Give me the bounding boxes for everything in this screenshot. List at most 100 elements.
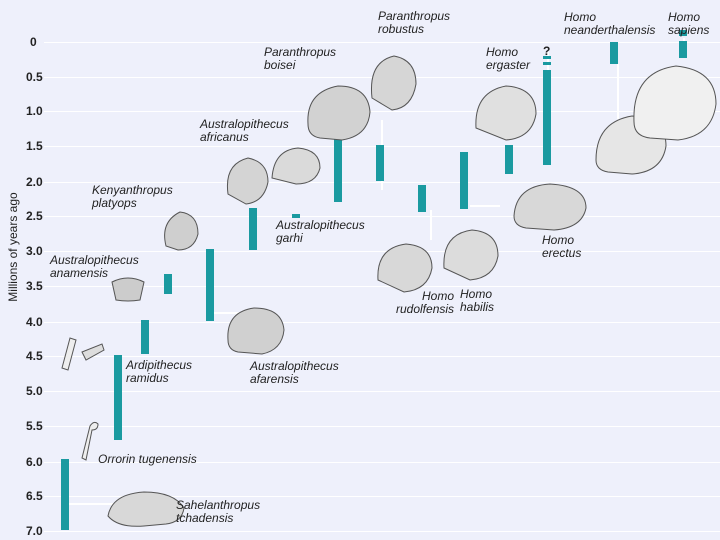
y-tick-label: 1.0 (26, 104, 43, 118)
range-bar-erectus (543, 70, 551, 165)
afarensis-skull-icon (227, 307, 285, 355)
species-name-line: sapiens (668, 23, 710, 37)
species-name-line: Homo (564, 10, 597, 24)
kenyanthropus-skull-icon (164, 211, 199, 251)
species-name-line: africanus (200, 130, 249, 144)
range-bar-habilis (460, 152, 468, 209)
connector-line (617, 64, 619, 119)
species-name-line: robustus (378, 22, 425, 36)
y-tick-label: 2.5 (26, 209, 43, 223)
grid-line (44, 426, 720, 427)
species-name-line: Australopithecus (200, 117, 289, 131)
range-bar-kenyanthropus (164, 274, 172, 294)
grid-line (44, 286, 720, 287)
ardipithecus-bones-icon (61, 337, 105, 371)
grid-line (44, 216, 720, 217)
range-bar-erectus-dash (543, 56, 551, 59)
species-name-line: platyops (92, 196, 137, 210)
y-tick-label: 5.5 (26, 419, 43, 433)
species-name-line: erectus (542, 246, 582, 260)
species-name-line: afarensis (250, 372, 299, 386)
rudolfensis-skull-icon (377, 243, 433, 293)
robustus-skull-icon (370, 55, 417, 111)
range-bar-boisei (334, 131, 342, 202)
label-australopithecus-garhi: Australopithecus garhi (276, 219, 365, 245)
label-sahelanthropus-tchadensis: Sahelanthropus tchadensis (176, 499, 260, 525)
species-name-line: habilis (460, 300, 495, 314)
grid-line (44, 42, 720, 43)
range-bar-sapiens (679, 41, 687, 58)
habilis-skull-icon (443, 229, 499, 281)
grid-line (44, 462, 720, 463)
uncertainty-mark: ? (543, 44, 551, 58)
connector-line (214, 312, 254, 314)
sapiens-skull-icon (633, 65, 717, 141)
label-orrorin-tugenensis: Orrorin tugenensis (98, 453, 197, 466)
range-bar-erectus-dash (543, 62, 551, 65)
label-homo-habilis: Homo habilis (460, 288, 494, 314)
species-name-line: Australopithecus (50, 253, 139, 267)
species-name-line: Sahelanthropus (176, 498, 261, 512)
species-name-line: Ardipithecus (126, 358, 193, 372)
species-name-line: ergaster (486, 58, 531, 72)
y-tick-label: 1.5 (26, 139, 43, 153)
connector-line (430, 210, 432, 240)
label-australopithecus-africanus: Australopithecus africanus (200, 118, 289, 144)
label-australopithecus-anamensis: Australopithecus anamensis (50, 254, 139, 280)
grid-line (44, 496, 720, 497)
species-name-line: tchadensis (176, 511, 234, 525)
y-axis-label: Millions of years ago (6, 192, 20, 302)
label-paranthropus-robustus: Paranthropus robustus (378, 10, 450, 36)
sahelanthropus-skull-icon (107, 491, 185, 527)
anamensis-jaw-icon (111, 277, 145, 302)
grid-line (44, 251, 720, 252)
y-tick-label: 3.5 (26, 279, 43, 293)
species-name-line: Paranthropus (264, 45, 337, 59)
range-bar-ardipithecus (114, 355, 122, 440)
y-tick-label: 6.5 (26, 489, 43, 503)
species-name-line: Orrorin tugenensis (98, 452, 197, 466)
range-bar-sahelanthropus (61, 459, 69, 530)
y-tick-label: 3.0 (26, 244, 43, 258)
species-name-line: Australopithecus (276, 218, 365, 232)
ergaster-skull-icon (475, 85, 537, 141)
species-name-line: Paranthropus (378, 9, 451, 23)
y-tick-label: 0.5 (26, 70, 43, 84)
range-bar-garhi (292, 214, 300, 218)
species-name-line: neanderthalensis (564, 23, 656, 37)
range-bar-robustus (376, 145, 384, 181)
y-tick-label: 6.0 (26, 455, 43, 469)
y-tick-label: 4.0 (26, 315, 43, 329)
range-bar-anamensis (141, 320, 149, 354)
erectus-skull-icon (513, 183, 587, 231)
species-name-line: Homo (668, 10, 701, 24)
y-tick-label: 2.0 (26, 175, 43, 189)
connector-line (68, 503, 128, 505)
species-name-line: Australopithecus (250, 359, 339, 373)
label-australopithecus-afarensis: Australopithecus afarensis (250, 360, 339, 386)
grid-line (44, 531, 720, 532)
range-bar-afarensis (206, 249, 214, 321)
label-homo-rudolfensis: Homo rudolfensis (396, 290, 454, 316)
label-paranthropus-boisei: Paranthropus boisei (264, 46, 336, 72)
boisei-skull-icon (307, 85, 371, 141)
orrorin-femur-icon (81, 421, 99, 461)
range-bar-sapiens-cap (679, 30, 687, 36)
label-homo-erectus: Homo erectus (542, 234, 581, 260)
species-name-line: anamensis (50, 266, 109, 280)
species-name-line: Homo (542, 233, 575, 247)
range-bar-rudolfensis (418, 185, 426, 212)
range-bar-ergaster (505, 145, 513, 174)
garhi-skull-icon (271, 147, 321, 185)
grid-line (44, 391, 720, 392)
range-bar-neanderthalensis (610, 42, 618, 64)
label-homo-neanderthalensis: Homo neanderthalensis (564, 11, 655, 37)
label-ardipithecus-ramidus: Ardipithecus ramidus (126, 359, 192, 385)
label-homo-ergaster: Homo ergaster (486, 46, 530, 72)
species-name-line: garhi (276, 231, 303, 245)
label-kenyanthropus-platyops: Kenyanthropus platyops (92, 184, 173, 210)
species-name-line: Homo (486, 45, 519, 59)
species-name-line: Homo (460, 287, 493, 301)
africanus-skull-icon (226, 157, 269, 205)
